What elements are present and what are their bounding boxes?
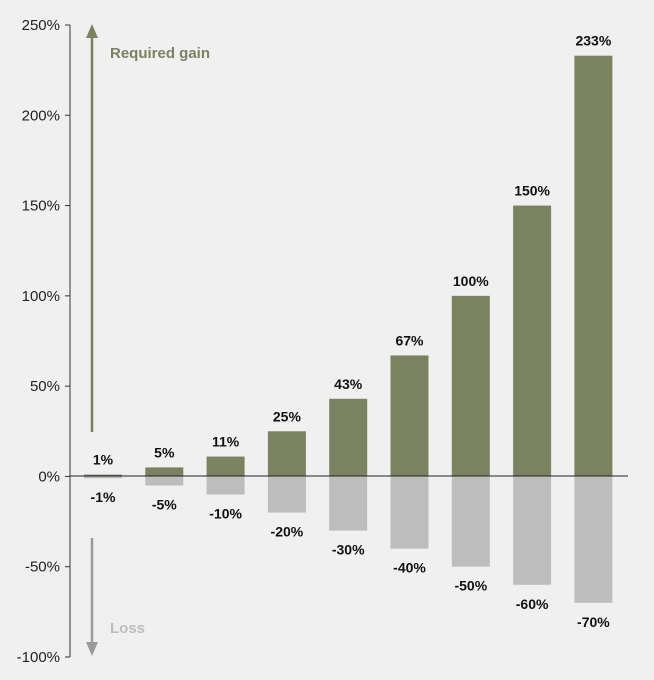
gain-data-label: 43% bbox=[334, 376, 363, 392]
loss-data-label: -5% bbox=[152, 496, 177, 512]
y-tick-label: -100% bbox=[17, 649, 60, 666]
loss-bar bbox=[206, 476, 245, 495]
loss-data-label: -40% bbox=[393, 560, 426, 576]
y-tick-label: 200% bbox=[22, 107, 60, 124]
gain-bar bbox=[574, 55, 613, 477]
gain-bar bbox=[390, 355, 429, 477]
loss-arrow-head bbox=[86, 642, 98, 656]
gain-data-label: 233% bbox=[575, 33, 611, 49]
gain-bar bbox=[451, 295, 490, 477]
gain-bar bbox=[513, 205, 552, 477]
loss-bar bbox=[574, 476, 613, 603]
loss-bar bbox=[390, 476, 429, 549]
gain-bar bbox=[329, 398, 368, 477]
loss-data-label: -60% bbox=[516, 596, 549, 612]
gain-data-label: 5% bbox=[154, 444, 175, 460]
loss-series: -1% -5% -10% -20% -30% -40% -50% -60% -70% bbox=[84, 476, 613, 630]
loss-annotation: Loss bbox=[110, 620, 145, 637]
loss-data-label: -1% bbox=[91, 489, 116, 505]
gain-data-label: 1% bbox=[93, 452, 114, 468]
loss-bar bbox=[145, 476, 184, 486]
loss-data-label: -20% bbox=[271, 524, 304, 540]
loss-data-label: -70% bbox=[577, 614, 610, 630]
annotations: Required gain Loss bbox=[86, 24, 210, 656]
loss-data-label: -10% bbox=[209, 505, 242, 521]
y-axis: 250% 200% 150% 100% 50% 0% -50% -100% bbox=[17, 17, 71, 666]
y-tick-label: 0% bbox=[38, 468, 60, 485]
y-tick-label: 250% bbox=[22, 17, 60, 34]
loss-data-label: -50% bbox=[454, 578, 487, 594]
gain-data-label: 11% bbox=[212, 434, 240, 450]
loss-bar bbox=[329, 476, 368, 531]
loss-data-label: -30% bbox=[332, 542, 365, 558]
y-tick-label: -50% bbox=[25, 559, 60, 576]
gain-bar bbox=[267, 431, 306, 477]
gain-data-label: 67% bbox=[395, 332, 424, 348]
gain-series: 1% 5% 11% 25% 43% 67% 100% 150% 233% bbox=[84, 33, 613, 477]
gain-data-label: 25% bbox=[273, 408, 302, 424]
loss-bar bbox=[513, 476, 552, 585]
y-tick-label: 150% bbox=[22, 198, 60, 215]
gain-data-label: 150% bbox=[514, 183, 550, 199]
gain-arrow-head bbox=[86, 24, 98, 38]
loss-bar bbox=[267, 476, 306, 513]
y-tick-label: 50% bbox=[30, 378, 60, 395]
y-tick-label: 100% bbox=[22, 288, 60, 305]
loss-bar bbox=[84, 476, 122, 479]
gain-bar bbox=[206, 456, 245, 477]
gain-annotation: Required gain bbox=[110, 45, 210, 62]
loss-bar bbox=[451, 476, 490, 567]
gain-bar bbox=[145, 467, 184, 477]
gain-data-label: 100% bbox=[453, 273, 489, 289]
